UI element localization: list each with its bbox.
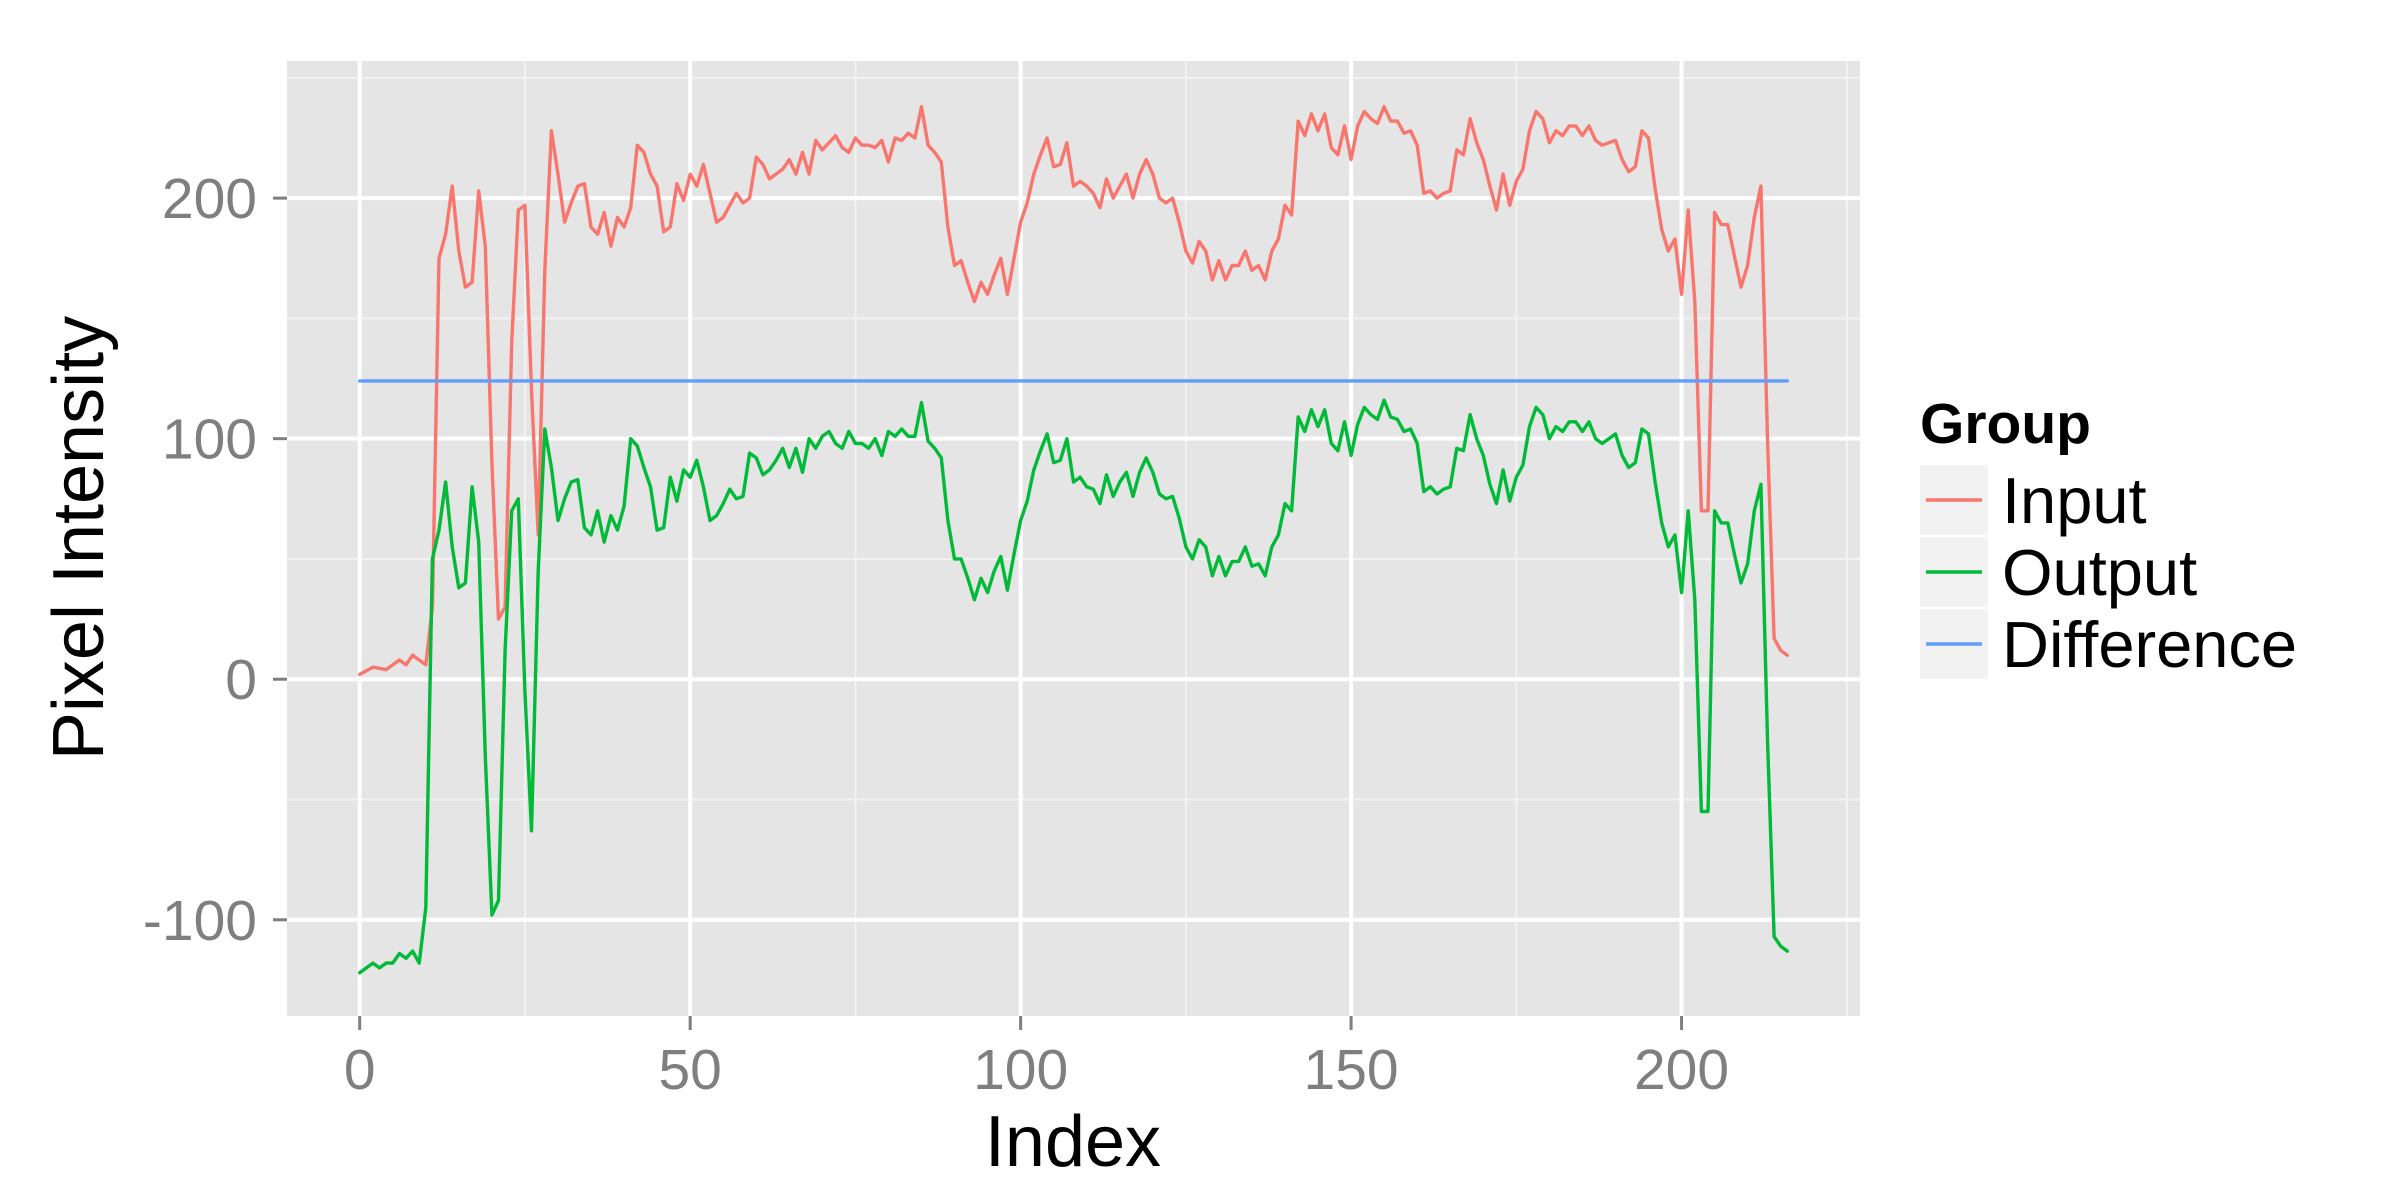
- series-line-output: [358, 398, 1790, 975]
- y-tick-label: -100: [143, 889, 257, 953]
- y-tick-label: 0: [225, 648, 257, 712]
- axis-ticks: [273, 196, 1684, 1030]
- x-tick-label: 50: [658, 1038, 721, 1102]
- series-layer: [358, 104, 1790, 975]
- legend-label-difference: Difference: [2002, 608, 2297, 681]
- legend-label-output: Output: [2002, 536, 2197, 609]
- y-tick-label: 200: [162, 167, 257, 231]
- legend-title: Group: [1920, 392, 2091, 456]
- legend-label-input: Input: [2002, 464, 2147, 537]
- x-tick-label: 100: [973, 1038, 1068, 1102]
- x-axis-title: Index: [985, 1102, 1161, 1182]
- y-axis-title: Pixel Intensity: [39, 316, 119, 760]
- series-line-input: [358, 104, 1790, 677]
- grid-minor: [287, 61, 1860, 1016]
- tick-labels: 0 50 100 150 200 -100 0 100 200: [143, 167, 1729, 1102]
- x-tick-label: 150: [1304, 1038, 1399, 1102]
- plot-panel: [287, 61, 1860, 1016]
- y-tick-label: 100: [162, 408, 257, 472]
- x-tick-label: 200: [1634, 1038, 1729, 1102]
- x-tick-label: 0: [344, 1038, 376, 1102]
